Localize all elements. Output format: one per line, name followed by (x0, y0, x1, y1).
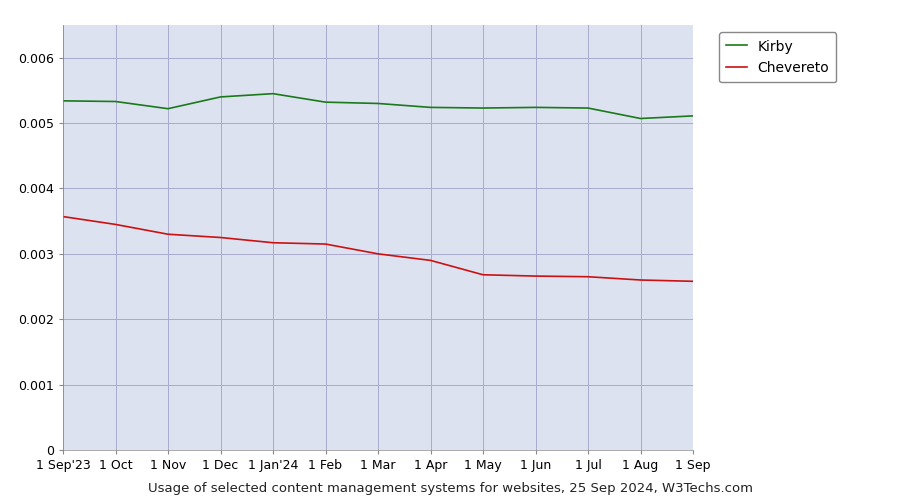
Kirby (373, 100, 383, 106)
Kirby (425, 104, 436, 110)
Kirby (110, 98, 121, 104)
Line: Kirby: Kirby (63, 94, 693, 118)
Chevereto (110, 222, 121, 228)
Chevereto (373, 251, 383, 257)
Chevereto (215, 234, 226, 240)
Chevereto (425, 258, 436, 264)
Legend: Kirby, Chevereto: Kirby, Chevereto (719, 32, 836, 82)
Chevereto (530, 273, 541, 279)
Chevereto (582, 274, 593, 280)
Chevereto (163, 231, 174, 237)
Chevereto (58, 214, 68, 220)
Kirby (58, 98, 68, 104)
Text: Usage of selected content management systems for websites, 25 Sep 2024, W3Techs.: Usage of selected content management sys… (148, 482, 752, 495)
Kirby (163, 106, 174, 112)
Kirby (635, 116, 646, 121)
Chevereto (688, 278, 698, 284)
Kirby (215, 94, 226, 100)
Chevereto (478, 272, 489, 278)
Kirby (530, 104, 541, 110)
Chevereto (635, 277, 646, 283)
Kirby (320, 99, 331, 105)
Kirby (267, 90, 278, 96)
Line: Chevereto: Chevereto (63, 216, 693, 282)
Kirby (688, 113, 698, 119)
Kirby (582, 105, 593, 111)
Chevereto (320, 241, 331, 247)
Chevereto (267, 240, 278, 246)
Kirby (478, 105, 489, 111)
